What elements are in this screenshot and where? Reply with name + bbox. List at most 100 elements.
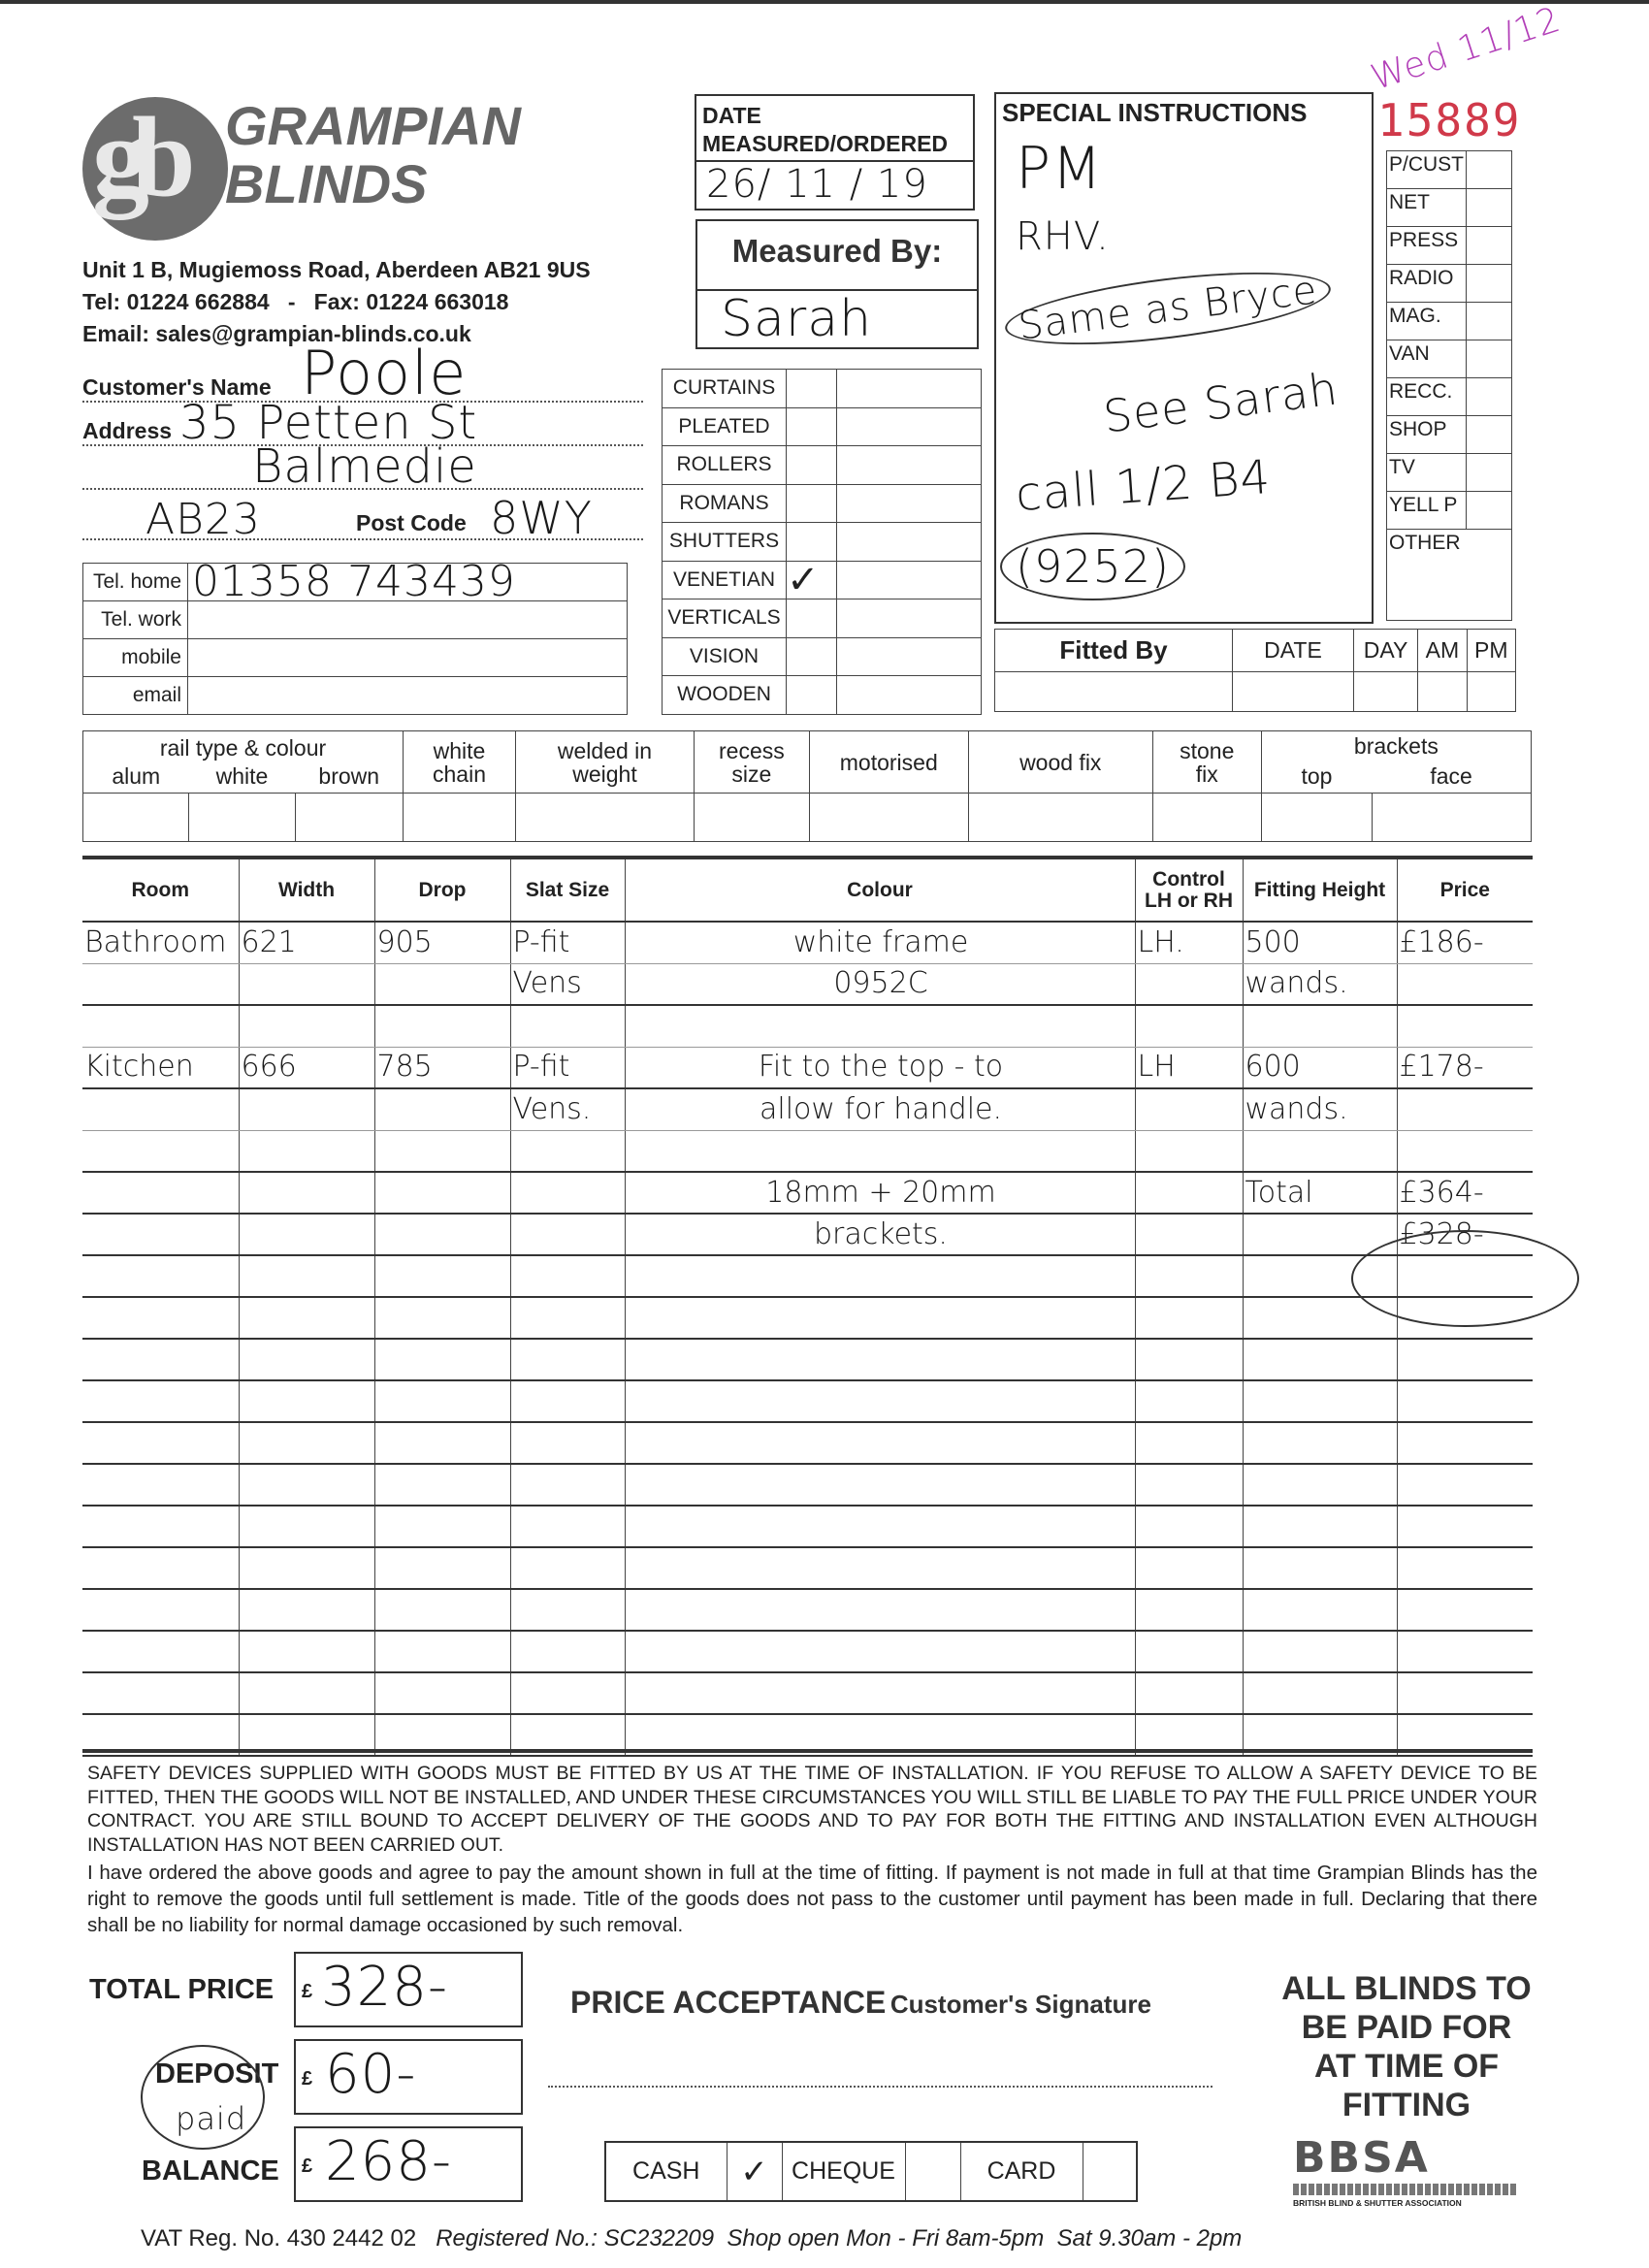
cell-fitting-height[interactable]: 500 bbox=[1242, 922, 1397, 964]
cell-slat-size[interactable] bbox=[509, 1255, 625, 1298]
cell-colour[interactable] bbox=[624, 1672, 1135, 1715]
cell-colour[interactable] bbox=[624, 1130, 1135, 1173]
cell-control[interactable] bbox=[1134, 1672, 1243, 1715]
cell-width[interactable] bbox=[238, 1589, 374, 1632]
cell-slat-size[interactable] bbox=[509, 1422, 625, 1465]
cell-fitting-height[interactable] bbox=[1242, 1672, 1397, 1715]
cell-drop[interactable] bbox=[373, 1214, 510, 1256]
cell-room[interactable] bbox=[82, 963, 239, 1006]
white-field[interactable] bbox=[188, 793, 296, 842]
cell-width[interactable] bbox=[238, 1339, 374, 1381]
cell-drop[interactable] bbox=[373, 1255, 510, 1298]
fitted-am-field[interactable] bbox=[1417, 671, 1468, 712]
deposit-field[interactable]: £60- bbox=[294, 2039, 523, 2115]
postcode[interactable]: 8WY bbox=[490, 492, 593, 544]
contact-value[interactable]: 01358 743439 bbox=[187, 561, 628, 603]
cell-control[interactable] bbox=[1134, 1547, 1243, 1590]
cell-slat-size[interactable] bbox=[509, 1339, 625, 1381]
blind-type-checkbox[interactable] bbox=[786, 675, 837, 715]
cell-control[interactable] bbox=[1134, 1088, 1243, 1131]
cell-price[interactable] bbox=[1396, 1506, 1533, 1548]
cell-colour[interactable] bbox=[624, 1547, 1135, 1590]
motorised-field[interactable] bbox=[808, 793, 969, 842]
cell-control[interactable] bbox=[1134, 1589, 1243, 1632]
source-checkbox[interactable] bbox=[1466, 150, 1512, 189]
cell-width[interactable] bbox=[238, 1130, 374, 1173]
cell-control[interactable] bbox=[1134, 1214, 1243, 1256]
cell-control[interactable] bbox=[1134, 1255, 1243, 1298]
cell-price[interactable] bbox=[1396, 1547, 1533, 1590]
date-measured-value[interactable]: 26/ 11 / 19 bbox=[706, 162, 928, 207]
blind-type-notes[interactable] bbox=[836, 369, 982, 408]
cell-width[interactable]: 666 bbox=[238, 1047, 374, 1089]
cell-colour[interactable] bbox=[624, 1631, 1135, 1673]
measured-by-value[interactable]: Sarah bbox=[721, 290, 873, 348]
source-checkbox[interactable] bbox=[1466, 264, 1512, 303]
cell-price[interactable] bbox=[1396, 1631, 1533, 1673]
blind-type-notes[interactable] bbox=[836, 522, 982, 562]
cell-room[interactable] bbox=[82, 1255, 239, 1298]
cell-fitting-height[interactable] bbox=[1242, 1380, 1397, 1423]
cell-price[interactable] bbox=[1396, 1464, 1533, 1507]
cell-drop[interactable] bbox=[373, 1672, 510, 1715]
fitted-day-field[interactable] bbox=[1352, 671, 1419, 712]
blind-type-checkbox[interactable] bbox=[786, 483, 837, 523]
cell-drop[interactable]: 905 bbox=[373, 922, 510, 964]
cell-colour[interactable] bbox=[624, 1255, 1135, 1298]
cell-control[interactable] bbox=[1134, 1422, 1243, 1465]
cell-slat-size[interactable]: P-fit bbox=[509, 1047, 625, 1089]
balance-field[interactable]: £268- bbox=[294, 2126, 523, 2202]
cell-control[interactable] bbox=[1134, 1506, 1243, 1548]
welded-field[interactable] bbox=[515, 793, 695, 842]
cell-control[interactable] bbox=[1134, 1297, 1243, 1340]
contact-value[interactable] bbox=[187, 600, 628, 639]
cell-slat-size[interactable] bbox=[509, 1631, 625, 1673]
signature-line[interactable] bbox=[548, 2086, 1212, 2088]
cell-room[interactable]: Bathroom bbox=[82, 922, 239, 964]
cell-slat-size[interactable] bbox=[509, 1214, 625, 1256]
cell-fitting-height[interactable] bbox=[1242, 1506, 1397, 1548]
alum-field[interactable] bbox=[82, 793, 189, 842]
cell-control[interactable] bbox=[1134, 1172, 1243, 1215]
source-checkbox[interactable] bbox=[1466, 340, 1512, 378]
cell-width[interactable] bbox=[238, 1214, 374, 1256]
brown-field[interactable] bbox=[295, 793, 404, 842]
blind-type-checkbox[interactable] bbox=[786, 522, 837, 562]
bracket-top-field[interactable] bbox=[1260, 793, 1373, 842]
wood-fix-field[interactable] bbox=[967, 793, 1153, 842]
cell-room[interactable] bbox=[82, 1422, 239, 1465]
blind-type-checkbox[interactable] bbox=[786, 406, 837, 446]
cell-width[interactable] bbox=[238, 1088, 374, 1131]
source-checkbox[interactable] bbox=[1466, 302, 1512, 340]
cell-width[interactable] bbox=[238, 1506, 374, 1548]
blind-type-notes[interactable] bbox=[836, 560, 982, 599]
cell-colour[interactable]: 0952C bbox=[624, 963, 1135, 1006]
cell-room[interactable] bbox=[82, 1214, 239, 1256]
fitted-pm-field[interactable] bbox=[1466, 671, 1517, 712]
cell-room[interactable] bbox=[82, 1339, 239, 1381]
cell-room[interactable] bbox=[82, 1506, 239, 1548]
cell-price[interactable] bbox=[1396, 1422, 1533, 1465]
cell-colour[interactable] bbox=[624, 1380, 1135, 1423]
cell-price[interactable]: £178- bbox=[1396, 1047, 1533, 1089]
recess-field[interactable] bbox=[694, 793, 810, 842]
cell-control[interactable] bbox=[1134, 1339, 1243, 1381]
cell-colour[interactable] bbox=[624, 1589, 1135, 1632]
cell-fitting-height[interactable] bbox=[1242, 1464, 1397, 1507]
stone-fix-field[interactable] bbox=[1151, 793, 1262, 842]
contact-value[interactable] bbox=[187, 676, 628, 715]
cell-slat-size[interactable]: P-fit bbox=[509, 922, 625, 964]
address-line-1[interactable]: 35 Petten St bbox=[179, 396, 478, 450]
cell-width[interactable] bbox=[238, 1172, 374, 1215]
cell-fitting-height[interactable]: Total bbox=[1242, 1172, 1397, 1215]
cell-price[interactable] bbox=[1396, 1672, 1533, 1715]
cell-width[interactable] bbox=[238, 1005, 374, 1048]
cell-control[interactable] bbox=[1134, 963, 1243, 1006]
source-checkbox[interactable] bbox=[1466, 377, 1512, 416]
cell-drop[interactable] bbox=[373, 1506, 510, 1548]
cell-room[interactable] bbox=[82, 1547, 239, 1590]
cell-width[interactable] bbox=[238, 1255, 374, 1298]
source-checkbox[interactable] bbox=[1466, 453, 1512, 492]
source-checkbox[interactable] bbox=[1466, 491, 1512, 530]
blind-type-notes[interactable] bbox=[836, 636, 982, 676]
